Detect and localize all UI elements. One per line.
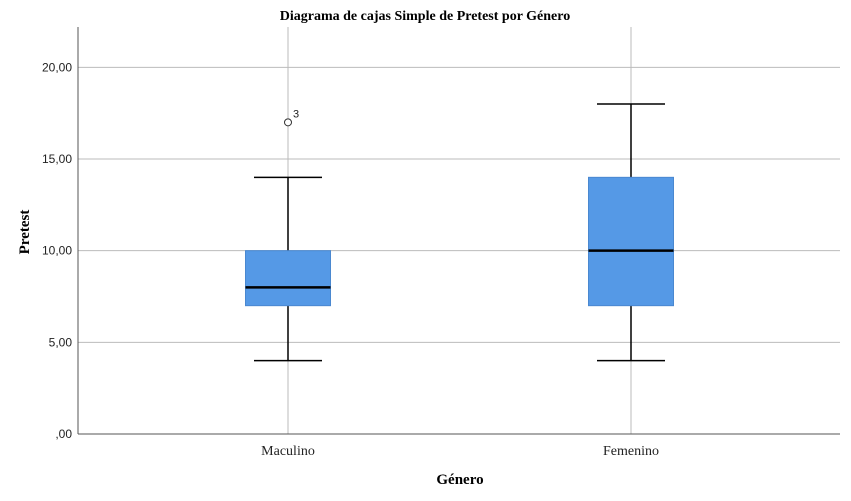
- x-tick-label: Femenino: [603, 444, 659, 459]
- outlier-point: [284, 118, 292, 127]
- y-tick-label: 15,00: [42, 152, 72, 166]
- x-tick-label: Maculino: [261, 444, 315, 459]
- outlier-label: 3: [293, 108, 299, 120]
- y-tick-label: 20,00: [42, 60, 72, 74]
- box-femenino: [588, 176, 674, 307]
- y-axis-label: Pretest: [17, 210, 33, 255]
- x-axis-label: Género: [436, 472, 483, 488]
- box-maculino: [245, 250, 331, 307]
- y-tick-label: 10,00: [42, 244, 72, 258]
- y-tick-label: ,00: [55, 427, 72, 441]
- y-tick-label: 5,00: [49, 335, 73, 349]
- chart-title: Diagrama de cajas Simple de Pretest por …: [280, 9, 570, 24]
